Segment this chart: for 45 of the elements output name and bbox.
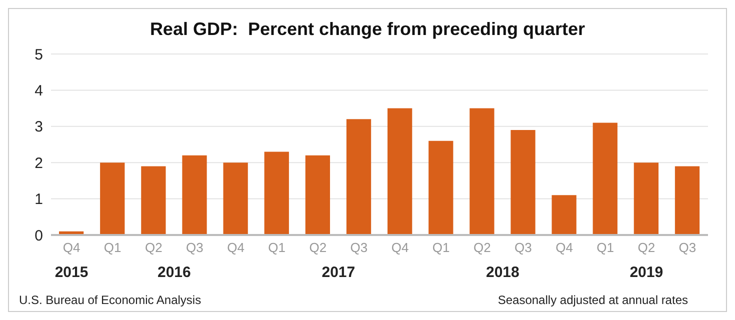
bar xyxy=(470,108,494,235)
x-tick-label: Q3 xyxy=(350,240,368,256)
bar xyxy=(634,162,659,235)
x-tick-label: Q3 xyxy=(514,240,532,256)
x-tick-label: Q1 xyxy=(104,240,122,256)
bar xyxy=(510,130,536,235)
text: 2018 xyxy=(486,264,520,281)
bar xyxy=(388,108,412,235)
text: U.S. Bureau of Economic Analysis xyxy=(19,293,202,307)
x-tick-label: Q4 xyxy=(556,240,573,256)
x-tick-label: Q2 xyxy=(638,240,656,256)
y-tick-label: 2 xyxy=(34,154,43,172)
text: 2015 xyxy=(54,264,88,281)
x-tick-label: Q2 xyxy=(144,240,162,256)
bar xyxy=(674,166,700,235)
x-tick-label: Q2 xyxy=(309,240,327,256)
x-tick-label: Q3 xyxy=(186,240,204,256)
chart-title: Real GDP: Percent change from preceding quarter xyxy=(148,18,586,41)
text: Seasonally adjusted at annual rates xyxy=(498,293,688,307)
y-tick-label: 5 xyxy=(34,46,43,64)
bar xyxy=(182,155,207,235)
x-tick-label: Q3 xyxy=(678,240,696,256)
bar xyxy=(141,166,166,235)
bar xyxy=(346,119,372,235)
x-tick-label: Q2 xyxy=(473,240,491,256)
bar xyxy=(305,155,330,235)
x-tick-label: Q1 xyxy=(432,240,450,256)
text: 2016 xyxy=(158,264,191,281)
bar xyxy=(100,162,125,235)
bar xyxy=(552,195,576,235)
x-tick-label: Q1 xyxy=(596,240,614,256)
bar xyxy=(223,162,248,235)
bar xyxy=(592,122,618,235)
y-tick-label: 4 xyxy=(34,82,43,100)
y-tick-label: 3 xyxy=(34,118,43,136)
y-tick-label: 1 xyxy=(34,191,43,208)
bar xyxy=(264,152,289,235)
text: 2019 xyxy=(630,264,664,281)
y-tick-label: 0 xyxy=(34,227,43,244)
x-tick-label: Q4 xyxy=(227,240,244,256)
x-tick-label: Q4 xyxy=(391,240,409,256)
x-tick-label: Q4 xyxy=(62,240,80,256)
x-tick-label: Q1 xyxy=(268,240,286,256)
bar xyxy=(428,140,454,235)
text: 2017 xyxy=(322,264,356,281)
